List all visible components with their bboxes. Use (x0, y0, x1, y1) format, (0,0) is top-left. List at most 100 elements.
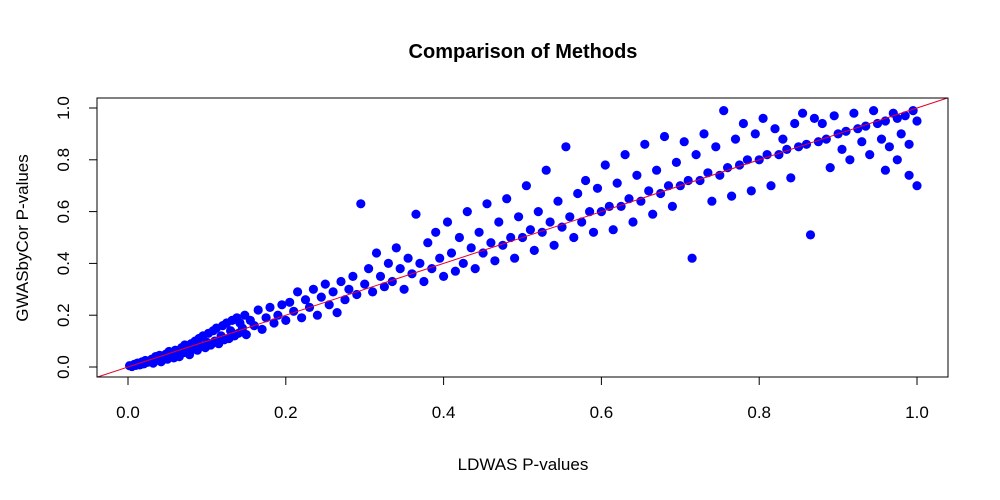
data-point (529, 245, 539, 255)
data-point (845, 155, 855, 165)
data-point (644, 186, 654, 196)
data-point (904, 170, 914, 180)
data-point (652, 165, 662, 175)
data-point (332, 308, 342, 318)
data-point (770, 124, 780, 134)
data-point (565, 212, 575, 222)
data-point (336, 276, 346, 287)
x-axis-label: LDWAS P-values (458, 455, 589, 474)
data-point (711, 142, 721, 152)
data-point (620, 150, 630, 160)
data-point (880, 165, 891, 175)
data-point (360, 279, 370, 289)
data-point (340, 295, 350, 305)
data-point (439, 271, 449, 281)
data-point (671, 157, 682, 167)
data-point (869, 106, 879, 116)
data-point (640, 139, 650, 149)
data-point (687, 253, 697, 263)
data-point (293, 287, 303, 297)
data-point (348, 271, 358, 281)
data-point (805, 230, 816, 240)
data-point (269, 318, 279, 328)
data-point (892, 155, 902, 165)
data-point (632, 170, 642, 180)
data-point (786, 173, 796, 183)
y-tick-label: 0.6 (54, 200, 73, 224)
data-point (663, 181, 674, 191)
data-point (514, 212, 524, 222)
data-point (241, 330, 251, 340)
data-point (312, 310, 322, 320)
data-point (509, 253, 520, 263)
x-axis: 0.0 0.2 0.4 0.6 0.8 1.0 (116, 376, 929, 422)
data-point (624, 194, 634, 204)
data-point (691, 150, 701, 160)
data-point (257, 324, 267, 334)
data-point (541, 165, 551, 175)
data-point (912, 181, 922, 191)
data-point (896, 129, 906, 139)
data-point (506, 232, 516, 243)
data-point (375, 271, 386, 281)
data-point (707, 196, 717, 206)
data-point (454, 232, 464, 243)
data-point (628, 217, 638, 227)
data-point (865, 150, 875, 160)
data-point (411, 209, 421, 219)
data-point (265, 302, 275, 312)
x-tick-label: 0.8 (747, 403, 771, 422)
reference-line (97, 97, 948, 378)
data-point (470, 264, 480, 274)
data-point (581, 175, 591, 186)
chart-title: Comparison of Methods (409, 41, 638, 63)
data-point (502, 194, 512, 204)
data-point (391, 243, 401, 253)
data-point (545, 217, 555, 227)
data-point (450, 266, 460, 276)
data-point (876, 134, 887, 144)
y-tick-label: 0.4 (54, 252, 73, 276)
data-point (790, 118, 800, 129)
x-tick-label: 0.2 (274, 403, 298, 422)
data-point (419, 276, 429, 287)
data-point (809, 113, 820, 123)
data-point (750, 129, 760, 139)
data-point (904, 139, 914, 149)
data-point (308, 284, 318, 294)
y-tick-label: 0.0 (54, 355, 73, 379)
data-point (569, 232, 579, 243)
x-tick-label: 0.0 (116, 403, 140, 422)
data-point (403, 253, 413, 263)
data-point (316, 292, 326, 302)
data-point (703, 168, 713, 178)
data-point (849, 108, 859, 118)
data-point (474, 227, 484, 237)
x-tick-label: 0.4 (432, 403, 456, 422)
data-point (667, 201, 678, 211)
data-point (592, 183, 603, 193)
data-point (766, 181, 776, 191)
data-point (324, 300, 334, 310)
data-point (285, 297, 295, 307)
data-point (261, 313, 271, 323)
data-point (383, 258, 393, 268)
data-point (344, 284, 354, 294)
data-point (829, 111, 839, 121)
x-tick-label: 1.0 (905, 403, 929, 422)
data-point (798, 108, 808, 118)
data-point (521, 181, 532, 191)
data-point (364, 264, 374, 274)
data-point (549, 240, 559, 250)
y-axis: 0.0 0.2 0.4 0.6 0.8 1.0 (54, 96, 98, 379)
data-point (600, 160, 610, 170)
y-tick-label: 0.8 (54, 148, 73, 172)
data-point (328, 287, 338, 297)
data-point (561, 142, 571, 152)
data-point (857, 137, 867, 147)
data-point (892, 113, 902, 123)
data-point (746, 186, 756, 196)
data-point (533, 207, 543, 217)
data-point (486, 238, 496, 248)
